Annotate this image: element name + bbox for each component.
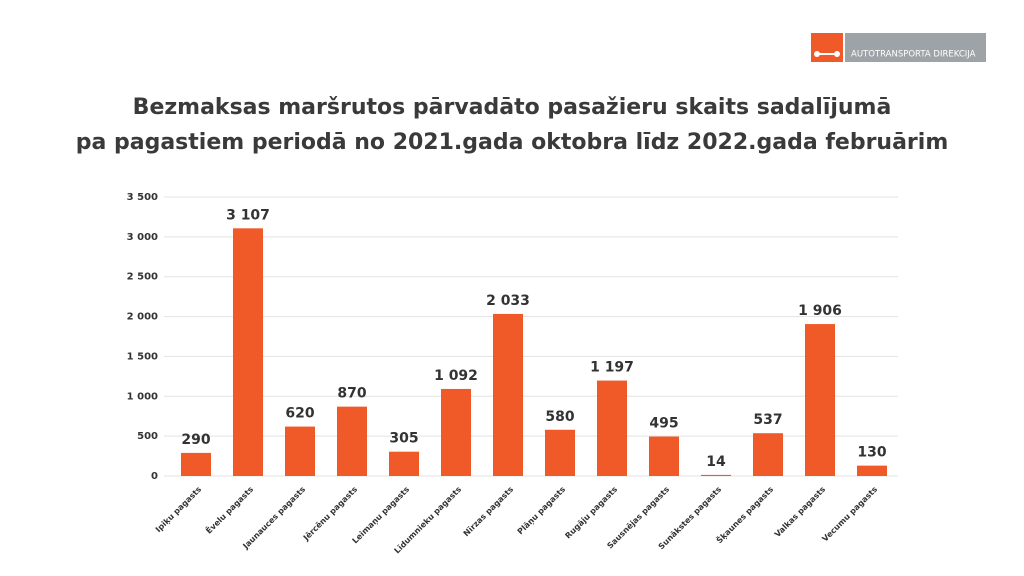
x-tick-label: Valkas pagasts <box>773 485 827 539</box>
value-label: 537 <box>753 412 782 428</box>
value-label: 290 <box>181 432 210 448</box>
value-label: 580 <box>545 409 574 425</box>
bar <box>753 433 783 476</box>
chart-title: pa pagastiem periodā no 2021.gada oktobr… <box>76 130 949 155</box>
bar <box>805 324 835 476</box>
y-tick-label: 1 000 <box>127 391 158 402</box>
y-tick-label: 2 500 <box>127 272 158 283</box>
bar <box>389 451 419 476</box>
value-label: 3 107 <box>226 207 270 223</box>
y-tick-label: 0 <box>151 471 158 482</box>
value-label: 870 <box>337 386 366 402</box>
y-tick-label: 3 500 <box>127 192 158 203</box>
x-tick-label: Rugāju pagasts <box>563 485 619 541</box>
logo-icon-dot <box>834 51 840 57</box>
x-tick-label: Ipiķu pagasts <box>154 485 204 535</box>
bar <box>441 388 471 476</box>
bar <box>701 474 731 476</box>
x-tick-label: Leimaņu pagasts <box>351 485 412 546</box>
value-label: 495 <box>649 416 678 432</box>
bar <box>493 313 523 476</box>
value-label: 2 033 <box>486 293 530 309</box>
chart-title: Bezmaksas maršrutos pārvadāto pasažieru … <box>133 95 892 120</box>
value-label: 305 <box>389 431 418 447</box>
bar <box>233 228 263 476</box>
bar <box>857 465 887 476</box>
x-tick-label: Ēvelu pagasts <box>204 484 256 536</box>
x-tick-label: Plāņu pagasts <box>516 485 568 537</box>
value-label: 130 <box>857 445 886 461</box>
bar <box>181 452 211 476</box>
x-tick-label: Vecumu pagasts <box>820 485 879 544</box>
x-tick-label: Nīrzas pagasts <box>462 485 516 539</box>
logo-icon-dot <box>814 51 820 57</box>
y-tick-label: 1 500 <box>127 351 158 362</box>
logo-icon-box <box>811 33 843 62</box>
y-tick-label: 3 000 <box>127 232 158 243</box>
x-tick-label: Šķaunes pagasts <box>713 483 775 545</box>
value-label: 1 092 <box>434 368 478 384</box>
bar <box>649 436 679 476</box>
bar <box>545 429 575 476</box>
value-label: 1 197 <box>590 360 634 376</box>
logo-text-box <box>845 33 986 62</box>
value-label: 14 <box>706 454 726 470</box>
bar <box>597 380 627 476</box>
logo: AUTOTRANSPORTA DIREKCIJA <box>811 33 986 62</box>
logo-text: AUTOTRANSPORTA DIREKCIJA <box>851 50 976 60</box>
bar <box>337 406 367 476</box>
x-tick-label: Jērcēnu pagasts <box>301 485 359 543</box>
value-label: 1 906 <box>798 303 842 319</box>
bar <box>285 426 315 476</box>
y-tick-label: 500 <box>137 431 158 442</box>
value-label: 620 <box>285 406 314 422</box>
y-tick-label: 2 000 <box>127 312 158 323</box>
